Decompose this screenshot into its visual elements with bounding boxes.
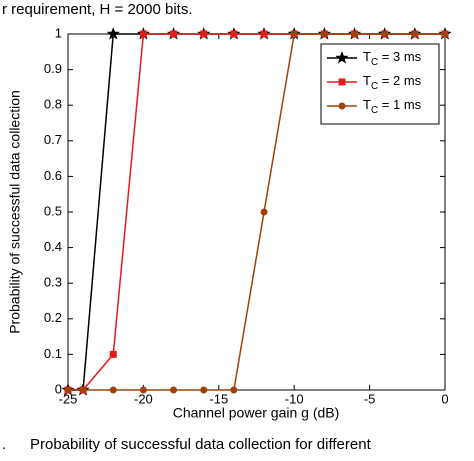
y-tick-label: 1 <box>55 25 62 40</box>
series-marker <box>230 30 238 38</box>
series-marker <box>170 30 178 38</box>
series-marker <box>106 27 120 40</box>
series-marker <box>230 386 238 394</box>
y-tick-label: 0.1 <box>44 346 62 361</box>
series-marker <box>441 30 449 38</box>
series-marker <box>139 386 147 394</box>
x-tick-label: -10 <box>285 391 304 406</box>
series-marker <box>351 30 359 38</box>
series-marker <box>109 350 117 358</box>
legend-label-part: T <box>363 97 371 112</box>
header-text: r requirement, H = 2000 bits. <box>2 1 193 18</box>
x-tick-label: -5 <box>364 391 376 406</box>
legend-label-sub: C <box>371 81 378 92</box>
y-tick-label: 0.4 <box>44 239 62 254</box>
series-marker <box>260 30 268 38</box>
y-tick-label: 0.8 <box>44 97 62 112</box>
y-tick-label: 0.5 <box>44 203 62 218</box>
x-axis-label: Channel power gain g (dB) <box>173 405 340 421</box>
series-marker <box>290 30 298 38</box>
series-marker <box>109 386 117 394</box>
x-tick-label: -20 <box>134 391 153 406</box>
legend-label: TC = 2 ms <box>363 73 422 91</box>
y-tick-label: 0.2 <box>44 310 62 325</box>
legend-marker <box>338 78 346 86</box>
series-marker <box>381 30 389 38</box>
y-tick-label: 0.3 <box>44 275 62 290</box>
legend-label-part: = 3 ms <box>378 49 421 64</box>
legend-label-part: T <box>363 49 371 64</box>
x-tick-label: 0 <box>441 391 448 406</box>
x-tick-label: -15 <box>209 391 228 406</box>
y-tick-label: 0 <box>55 381 62 396</box>
legend-label-part: = 2 ms <box>378 73 421 88</box>
series-marker <box>170 386 178 394</box>
series-line <box>68 33 445 391</box>
legend-label: TC = 3 ms <box>363 49 422 67</box>
series-marker <box>64 386 72 394</box>
legend-label-sub: C <box>371 105 378 116</box>
legend-label: TC = 1 ms <box>363 97 422 115</box>
series-marker <box>79 386 87 394</box>
legend-label-part: T <box>363 73 371 88</box>
y-axis-label: Probability of successful data collectio… <box>7 90 23 334</box>
y-tick-label: 0.6 <box>44 168 62 183</box>
series-marker <box>411 30 419 38</box>
legend-label-sub: C <box>371 57 378 68</box>
legend-marker <box>335 51 349 64</box>
series-marker <box>139 30 147 38</box>
series-marker <box>260 208 268 216</box>
series-marker <box>200 30 208 38</box>
x-tick-label: -25 <box>59 391 78 406</box>
caption-text: Probability of successful data collectio… <box>30 436 372 453</box>
caption-mark: . <box>2 436 6 453</box>
y-tick-label: 0.7 <box>44 132 62 147</box>
legend-label-part: = 1 ms <box>378 97 421 112</box>
series-marker <box>320 30 328 38</box>
y-tick-label: 0.9 <box>44 61 62 76</box>
series-marker <box>200 386 208 394</box>
legend-marker <box>338 102 346 110</box>
